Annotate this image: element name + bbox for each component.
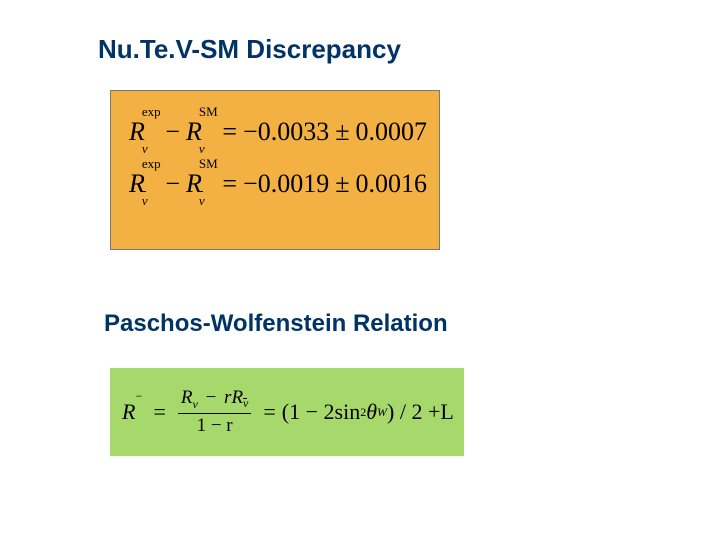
minus-op: −	[165, 169, 180, 199]
equation-box-pw: R − = Rν − rRν 1 − r = (1 − 2sin2 θW) / …	[110, 368, 464, 456]
rhs-tail: L	[440, 399, 453, 425]
R-letter: R	[231, 387, 243, 408]
fraction-denominator: 1 − r	[194, 416, 236, 437]
R-sub-nubar: ν	[199, 193, 205, 209]
R-sub-nubar: ν	[142, 193, 148, 209]
equation-box-discrepancy: R exp ν − R SM ν = −0.0033 ± 0.0007 R ex…	[110, 90, 440, 250]
sub-nu: ν	[192, 396, 197, 410]
fraction-bar	[178, 413, 252, 414]
minus-op: −	[165, 117, 180, 147]
equals-op: =	[153, 399, 165, 425]
R-symbol: R exp ν	[129, 117, 145, 147]
equals-op: =	[263, 399, 275, 425]
R-letter: R	[122, 399, 135, 424]
uncertainty: 0.0007	[355, 117, 427, 147]
value: −0.0033	[243, 117, 329, 147]
heading-discrepancy: Nu.Te.V-SM Discrepancy	[98, 34, 401, 65]
fraction-numerator: Rν − rRν	[178, 388, 252, 411]
equals-op: =	[222, 117, 237, 147]
R-sub-nu: ν	[199, 141, 205, 157]
R-symbol: R SM ν	[186, 117, 202, 147]
R-sup-exp: exp	[142, 156, 161, 172]
R-symbol: R SM ν	[186, 169, 202, 199]
R-sup-sm: SM	[199, 104, 218, 120]
uncertainty: 0.0016	[355, 169, 427, 199]
eq-row-1: R exp ν − R SM ν = −0.0033 ± 0.0007	[129, 117, 427, 147]
pw-equation: R − = Rν − rRν 1 − r = (1 − 2sin2 θW) / …	[122, 388, 454, 437]
R-letter: R	[181, 387, 193, 408]
theta: θ	[366, 399, 377, 425]
rhs-close: ) / 2 +	[387, 399, 440, 425]
R-sub-nu: ν	[142, 141, 148, 157]
R-sup-minus: −	[135, 389, 142, 404]
sin-text: sin	[335, 399, 361, 425]
R-sup-sm: SM	[199, 156, 218, 172]
rhs-open: (1 − 2	[282, 399, 335, 425]
R-sup-exp: exp	[142, 104, 161, 120]
pm-op: ±	[335, 117, 349, 147]
R-minus-symbol: R −	[122, 399, 135, 425]
minus-op: −	[206, 387, 217, 408]
fraction: Rν − rRν 1 − r	[178, 388, 252, 437]
eq-row-2: R exp ν − R SM ν = −0.0019 ± 0.0016	[129, 169, 427, 199]
value: −0.0019	[243, 169, 329, 199]
R-symbol: R exp ν	[129, 169, 145, 199]
equals-op: =	[222, 169, 237, 199]
heading-paschos-wolfenstein: Paschos-Wolfenstein Relation	[104, 310, 448, 338]
slide: Nu.Te.V-SM Discrepancy R exp ν − R SM ν …	[0, 0, 720, 540]
sub-nubar: ν	[243, 397, 248, 410]
pm-op: ±	[335, 169, 349, 199]
theta-sub-w: W	[377, 405, 387, 420]
